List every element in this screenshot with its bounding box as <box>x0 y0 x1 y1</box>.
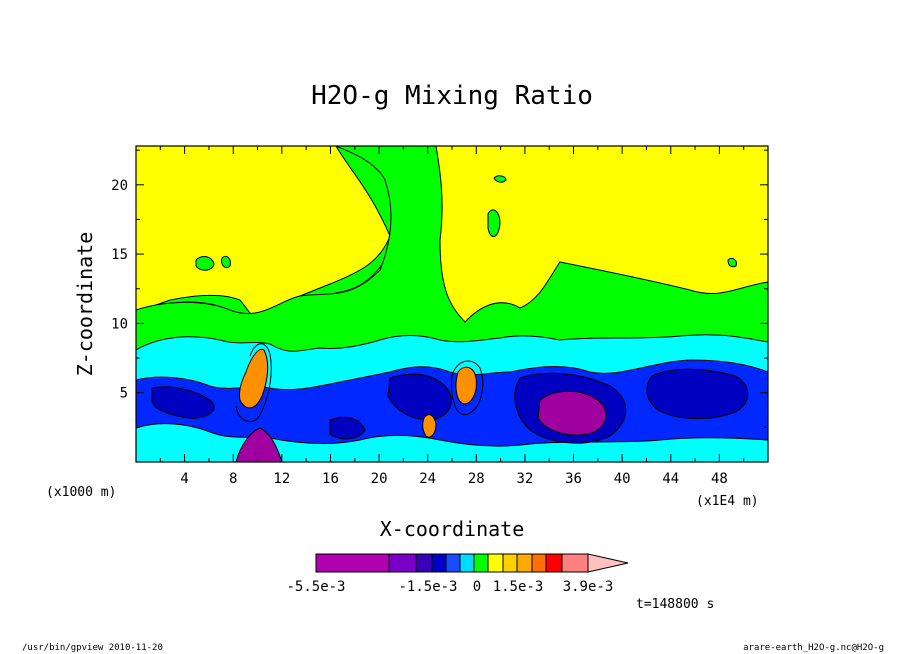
footer-left: /usr/bin/gpview 2010-11-20 <box>22 643 163 653</box>
x-unit-label: (x1E4 m) <box>696 494 759 509</box>
region-orange-maximum-3 <box>422 414 437 438</box>
x-tick-label: 12 <box>273 471 290 487</box>
region-orange-maximum-1 <box>239 348 269 409</box>
footer-right: arare-earth_H2O-g.nc@H2O-g <box>743 643 884 653</box>
region-green-patch-1 <box>195 256 215 271</box>
y-axis: 5 10 15 20 <box>111 149 768 428</box>
region-navy-lower <box>329 416 366 440</box>
x-tick-label: 16 <box>322 471 339 487</box>
y-tick-label: 5 <box>120 386 128 402</box>
colorbar-tick-label: 1.5e-3 <box>493 579 544 595</box>
z-unit-label: (x1000 m) <box>46 485 116 500</box>
colorbar-labels: -5.5e-3 -1.5e-3 0 1.5e-3 3.9e-3 <box>286 579 613 595</box>
colorbar-tick-label: 0 <box>473 579 481 595</box>
colorbar-tick-label: -1.5e-3 <box>398 579 457 595</box>
x-tick-label: 32 <box>516 471 533 487</box>
region-navy-1 <box>151 386 215 419</box>
x-tick-label: 40 <box>614 471 631 487</box>
region-green-patch-5 <box>727 257 737 268</box>
chart-title: H2O-g Mixing Ratio <box>311 81 593 111</box>
colorbar <box>315 553 629 573</box>
colorbar-segment <box>487 553 504 573</box>
x-tick-label: 4 <box>180 471 188 487</box>
colorbar-segment <box>388 553 417 573</box>
x-tick-label: 36 <box>565 471 582 487</box>
x-axis: 4 8 12 16 20 24 28 32 36 40 44 48 <box>159 146 745 487</box>
colorbar-segment <box>545 553 563 573</box>
colorbar-segment <box>516 553 533 573</box>
colorbar-segment <box>431 553 447 573</box>
colorbar-segment <box>561 553 589 573</box>
colorbar-segment <box>531 553 547 573</box>
y-tick-label: 10 <box>111 316 128 332</box>
colorbar-arrow <box>587 553 629 573</box>
colorbar-segment <box>473 553 489 573</box>
colorbar-segment <box>459 553 475 573</box>
y-axis-label: Z-coordinate <box>73 232 97 377</box>
colorbar-tick-label: -5.5e-3 <box>286 579 345 595</box>
colorbar-segment <box>502 553 518 573</box>
x-tick-label: 8 <box>229 471 237 487</box>
x-tick-label: 24 <box>419 471 436 487</box>
y-tick-label: 15 <box>111 247 128 263</box>
region-navy-2 <box>387 373 452 421</box>
region-cyan-lower <box>136 423 768 462</box>
region-green-patch-2 <box>221 255 231 269</box>
region-navy-4 <box>646 368 749 419</box>
colorbar-tick-label: 3.9e-3 <box>563 579 614 595</box>
x-tick-label: 20 <box>371 471 388 487</box>
colorbar-segment <box>415 553 433 573</box>
y-tick-label: 20 <box>111 178 128 194</box>
region-purple-minimum <box>537 390 607 436</box>
region-green-patch-4 <box>493 175 507 183</box>
region-orange-maximum-2 <box>455 366 477 405</box>
time-label: t=148800 s <box>636 597 714 612</box>
x-tick-label: 28 <box>468 471 485 487</box>
region-yellow-ring-2 <box>451 360 484 415</box>
x-axis-label: X-coordinate <box>380 517 525 541</box>
contour-field <box>136 146 768 462</box>
x-tick-label: 48 <box>711 471 728 487</box>
region-yellow-ring-1 <box>235 343 272 422</box>
colorbar-segment <box>315 553 390 573</box>
region-purple-surface <box>235 427 283 462</box>
region-green-patch-3 <box>487 209 501 237</box>
colorbar-segment <box>445 553 461 573</box>
x-tick-label: 44 <box>662 471 679 487</box>
